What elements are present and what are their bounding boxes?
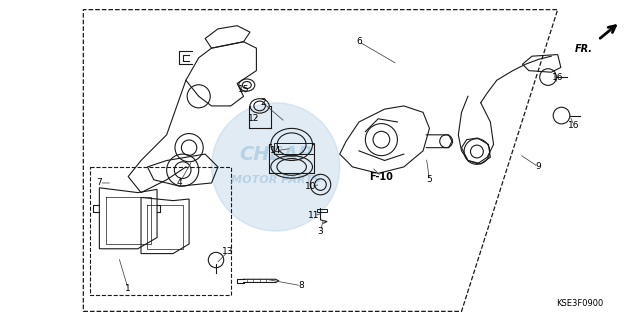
- Text: 14: 14: [270, 146, 281, 155]
- Text: 4: 4: [177, 178, 182, 187]
- Text: 5: 5: [427, 175, 432, 184]
- Text: CHEAP: CHEAP: [239, 144, 312, 164]
- Circle shape: [212, 103, 340, 231]
- Text: 2: 2: [260, 98, 265, 107]
- Text: 1: 1: [126, 284, 131, 293]
- Text: 6: 6: [356, 37, 362, 46]
- Text: 15: 15: [238, 85, 249, 94]
- Text: 16: 16: [568, 121, 579, 130]
- Text: 8: 8: [299, 281, 304, 290]
- Text: MOTOR PARTS: MOTOR PARTS: [231, 175, 320, 185]
- Text: F-10: F-10: [369, 171, 394, 182]
- Text: 12: 12: [247, 114, 259, 123]
- Text: 13: 13: [222, 247, 233, 256]
- Text: 10: 10: [305, 182, 317, 191]
- Text: 16: 16: [552, 73, 563, 82]
- Text: 3: 3: [318, 227, 323, 236]
- Text: 9: 9: [536, 162, 541, 171]
- Text: 11: 11: [308, 211, 320, 220]
- Text: FR.: FR.: [575, 44, 593, 54]
- Text: 7: 7: [97, 178, 102, 187]
- Text: KSE3F0900: KSE3F0900: [556, 299, 604, 308]
